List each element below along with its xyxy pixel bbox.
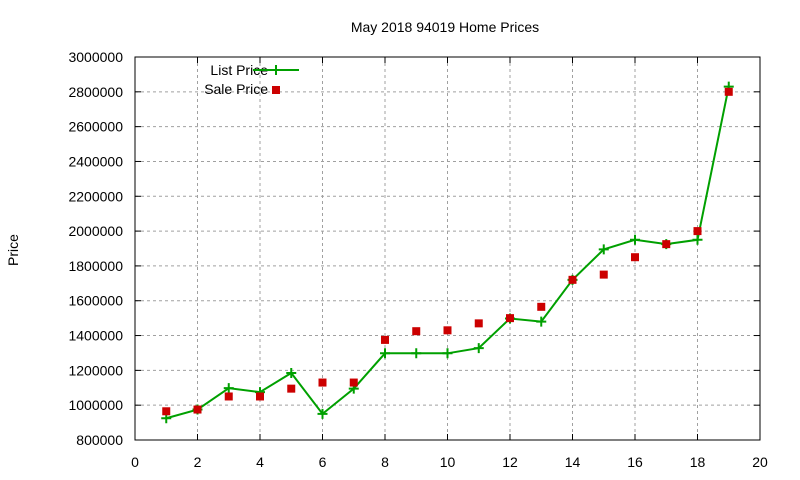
sale-price-square-marker [662,240,671,249]
y-tick-label: 2600000 [68,119,123,135]
y-tick-label: 2400000 [68,153,123,169]
sale-price-square-marker [224,392,233,401]
x-tick-label: 8 [381,454,389,470]
list-price-plus-marker [536,316,547,327]
x-tick-label: 6 [319,454,327,470]
y-tick-label: 2800000 [68,84,123,100]
x-tick-label: 0 [131,454,139,470]
y-tick-labels: 800000 1000000 1200000 1400000 1600000 180000… [68,49,123,448]
legend-plus-marker-icon [271,65,281,75]
legend-label-sale-price: Sale Price [204,81,268,97]
list-price-plus-marker [473,343,484,354]
list-price-plus-marker [692,234,703,245]
x-tick-label: 18 [690,454,706,470]
sale-price-square-marker [381,335,389,344]
data-series [161,81,734,424]
sale-price-square-marker [256,392,264,401]
sale-price-square-marker [474,319,483,328]
y-tick-label: 1000000 [68,397,123,413]
y-tick-label: 1600000 [68,293,123,309]
x-tick-labels: 0 2 4 6 8 10 12 14 16 18 20 [131,454,768,470]
sale-price-square-marker [349,378,358,387]
sale-price-square-marker [537,302,546,311]
list-price-plus-marker [286,367,297,378]
sale-price-square-marker [693,227,702,236]
y-tick-label: 800000 [76,432,123,448]
y-axis-label: Price [5,234,21,266]
list-price-plus-marker [411,348,422,359]
sale-price-square-marker [412,327,421,336]
x-tick-label: 16 [627,454,643,470]
x-tick-label: 10 [440,454,456,470]
sale-price-square-marker [631,253,639,262]
legend: List Price Sale Price [204,62,299,97]
sale-price-square-marker [568,275,577,284]
sale-price-square-marker [599,270,608,279]
y-tick-label: 2000000 [68,223,123,239]
x-tick-label: 12 [502,454,518,470]
list-price-plus-marker [442,348,453,359]
y-tick-label: 3000000 [68,49,123,65]
sale-price-square-marker [443,326,452,335]
x-tick-label: 14 [565,454,581,470]
list-price-plus-marker [317,408,328,419]
y-tick-label: 1800000 [68,258,123,274]
list-price-plus-marker [380,348,390,359]
legend-square-marker-icon [272,86,280,94]
x-tick-label: 20 [752,454,768,470]
y-tick-label: 1400000 [68,328,123,344]
sale-price-square-marker [506,314,514,323]
x-tick-label: 2 [194,454,202,470]
sale-price-square-marker [193,405,202,414]
sale-price-square-marker [724,87,733,96]
y-tick-label: 2200000 [68,188,123,204]
grid-lines [135,57,760,440]
chart-title: May 2018 94019 Home Prices [351,19,539,35]
list-price-plus-marker [598,244,609,255]
sale-price-square-marker [162,407,171,416]
list-price-plus-marker [223,383,234,394]
list-price-plus-marker [630,234,640,245]
x-tick-label: 4 [256,454,264,470]
sale-price-square-marker [318,378,327,387]
sale-price-square-marker [287,384,296,393]
axis-ticks [134,56,761,441]
y-tick-label: 1200000 [68,362,123,378]
legend-label-list-price: List Price [210,62,268,78]
